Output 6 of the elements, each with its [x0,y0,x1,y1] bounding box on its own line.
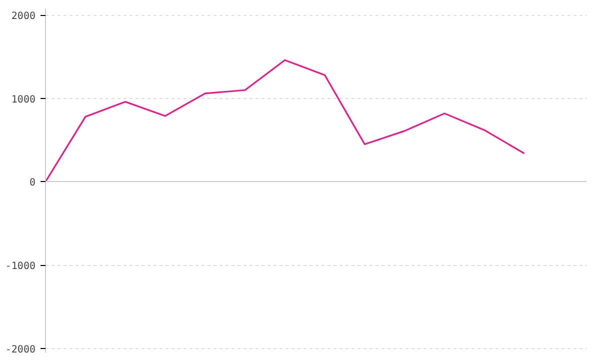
line-series [46,59,526,183]
y-tick-label: -2000 [5,344,36,356]
y-tick-label: 2000 [11,11,36,22]
y-tick-label: 1000 [11,94,36,106]
y-tick-label: -1000 [5,261,36,272]
y-tick-label: 0 [29,178,36,189]
